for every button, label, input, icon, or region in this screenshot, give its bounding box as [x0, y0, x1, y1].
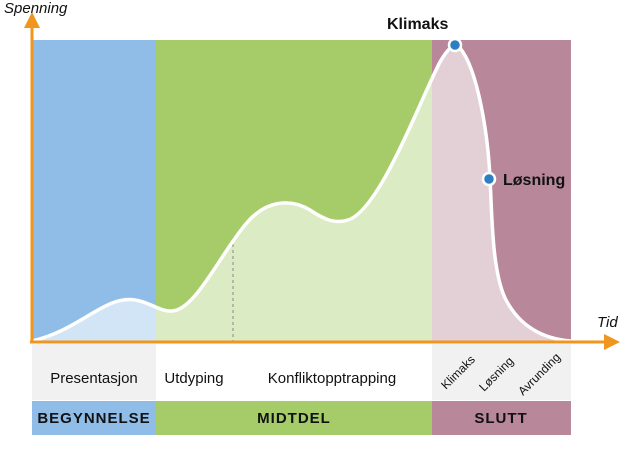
phase-end-label: SLUTT	[474, 410, 527, 427]
phase-middle-label: MIDTDEL	[257, 410, 331, 427]
substage-conflict-label: Konfliktopptrapping	[268, 370, 396, 387]
phase-end-label-bg	[432, 401, 571, 435]
resolution-label: Løsning	[503, 172, 565, 189]
tension-curve	[30, 43, 573, 343]
beginning-phase-area	[32, 40, 156, 342]
substage-presentation-label: Presentasjon	[50, 370, 138, 387]
y-axis-arrow-icon	[24, 12, 40, 28]
phase-middle-label-bg	[156, 401, 432, 435]
substage-elaboration-label: Utdyping	[164, 370, 223, 387]
climax-label: Klimaks	[387, 16, 448, 33]
y-axis-label: Spenning	[4, 0, 68, 17]
substage-presentation-bg	[32, 344, 156, 400]
substage-end-bg	[432, 344, 571, 400]
phase-beginning-label-bg	[32, 401, 156, 435]
resolution-marker	[481, 171, 497, 187]
tension-area-fill	[32, 45, 571, 343]
climax-marker	[447, 37, 463, 53]
x-axis-label: Tid	[597, 314, 618, 331]
substage-middle-bg	[156, 344, 432, 400]
x-axis-arrow-icon	[604, 334, 620, 350]
phase-beginning-label: BEGYNNELSE	[37, 410, 150, 427]
